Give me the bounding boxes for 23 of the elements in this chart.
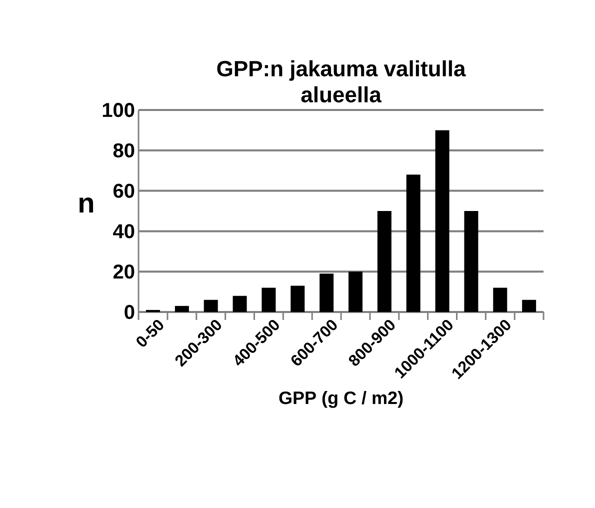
y-tick-label: 0 xyxy=(124,304,134,320)
bar xyxy=(522,300,536,312)
bar xyxy=(320,274,334,312)
y-tick-label: 20 xyxy=(113,264,134,279)
bar xyxy=(174,306,189,312)
y-axis-title: n xyxy=(80,197,94,213)
chart-title: GPP:n jakauma valitulla alueella xyxy=(217,60,466,102)
bar xyxy=(262,288,276,312)
y-tick-label: 60 xyxy=(114,184,134,198)
bar xyxy=(377,210,392,312)
bar xyxy=(348,272,362,312)
y-tick-label: 40 xyxy=(113,224,134,238)
bar xyxy=(464,210,478,312)
bar xyxy=(290,286,305,312)
bar xyxy=(406,174,420,312)
bar xyxy=(204,300,218,312)
y-tick-label: 100 xyxy=(102,102,134,118)
bar xyxy=(232,296,247,312)
bar xyxy=(493,288,508,312)
y-tick-label: 80 xyxy=(113,143,134,158)
bar xyxy=(435,130,450,312)
x-tick-label: 0-50 xyxy=(136,320,164,347)
x-axis-title: GPP (g C / m2) xyxy=(279,391,403,408)
